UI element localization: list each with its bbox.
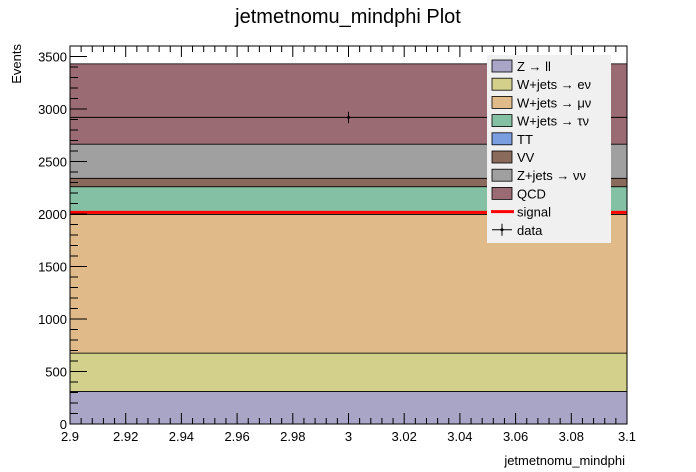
x-tick-label: 3.04 <box>447 429 472 444</box>
legend-swatch-qcd <box>491 186 513 200</box>
legend-swatch-tt <box>491 132 513 146</box>
y-tick-label: 0 <box>60 417 67 432</box>
legend-swatch-w-jets <box>491 96 513 109</box>
legend-swatch-w-jets <box>491 114 513 127</box>
axes: 2.9 2.92 2.94 2.96 2.98 3 3.02 3.04 3.06 3.08 3.1 0… <box>38 46 636 444</box>
legend-label-vv: VV <box>517 150 535 165</box>
legend-label-tt: TT <box>517 132 533 147</box>
x-tick-label: 2.94 <box>169 429 194 444</box>
x-tick-label: 3 <box>345 429 352 444</box>
y-tick-label: 2500 <box>38 155 67 170</box>
legend-label-z-ll: Z → ll <box>517 59 551 74</box>
x-tick-label: 2.92 <box>113 429 138 444</box>
y-tick-label: 3000 <box>38 102 67 117</box>
legend-label-qcd: QCD <box>517 186 546 201</box>
legend-label-w-jets-e: W+jets → eν <box>517 77 591 92</box>
legend: Z → ll W+jets → eν W+jets → μν W+jets → τν T… <box>487 55 611 243</box>
legend-label-w-jets: W+jets → τν <box>517 114 589 129</box>
bar-2 <box>69 352 628 392</box>
y-tick-label: 2000 <box>38 207 67 222</box>
legend-label-w-jets: W+jets → μν <box>517 95 591 110</box>
data-point <box>347 115 350 119</box>
legend-swatch-w-jets-e <box>491 77 513 91</box>
x-tick-label: 3.08 <box>559 429 584 444</box>
y-tick-label: 3500 <box>38 50 67 65</box>
legend-swatch-z-jets <box>491 168 513 182</box>
legend-data-marker <box>500 228 504 232</box>
x-tick-label: 2.98 <box>280 429 305 444</box>
y-tick-label: 500 <box>45 365 67 380</box>
legend-label-z-jets: Z+jets → νν <box>517 168 586 183</box>
legend-swatch-z-ll <box>491 59 513 73</box>
y-axis-label: Events <box>9 44 24 84</box>
x-tick-label: 3.02 <box>392 429 417 444</box>
x-tick-label: 2.9 <box>61 429 79 444</box>
legend-label-signal: signal <box>517 205 551 220</box>
chart-title: jetmetnomu_mindphi Plot <box>234 6 461 28</box>
y-tick-label: 1500 <box>38 260 67 275</box>
legend-label-data: data <box>517 223 543 238</box>
y-tick-label: 1000 <box>38 312 67 327</box>
x-tick-label: 3.1 <box>618 429 636 444</box>
x-axis-label: jetmetnomu_mindphi <box>503 453 625 468</box>
legend-swatch-vv <box>491 150 513 164</box>
x-tick-label: 2.96 <box>224 429 249 444</box>
x-tick-label: 3.06 <box>503 429 528 444</box>
